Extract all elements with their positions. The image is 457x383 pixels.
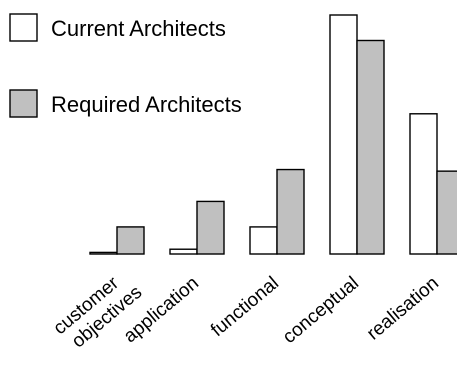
bar-required-architects-customer-objectives <box>116 226 145 255</box>
bar-current-architects-functional <box>249 226 278 255</box>
bar-required-architects-conceptual <box>356 39 385 255</box>
bar-required-architects-functional <box>276 168 305 255</box>
bar-current-architects-conceptual <box>329 14 358 255</box>
x-tick-label-conceptual: conceptual <box>279 273 363 348</box>
legend-label-required: Required Architects <box>51 92 242 117</box>
bar-required-architects-realisation <box>436 170 457 255</box>
x-tick-label-realisation: realisation <box>363 273 443 345</box>
bar-current-architects-realisation <box>409 113 438 255</box>
bar-current-architects-application <box>169 248 198 255</box>
bars-group <box>89 14 457 255</box>
legend-label-current: Current Architects <box>51 16 226 41</box>
bar-required-architects-application <box>196 200 225 255</box>
legend-swatch-current <box>9 13 38 42</box>
legend: Current Architects Required Architects <box>9 13 242 118</box>
legend-swatch-required <box>9 89 38 118</box>
bar-current-architects-customer-objectives <box>89 251 118 255</box>
x-tick-label-functional: functional <box>207 273 283 341</box>
